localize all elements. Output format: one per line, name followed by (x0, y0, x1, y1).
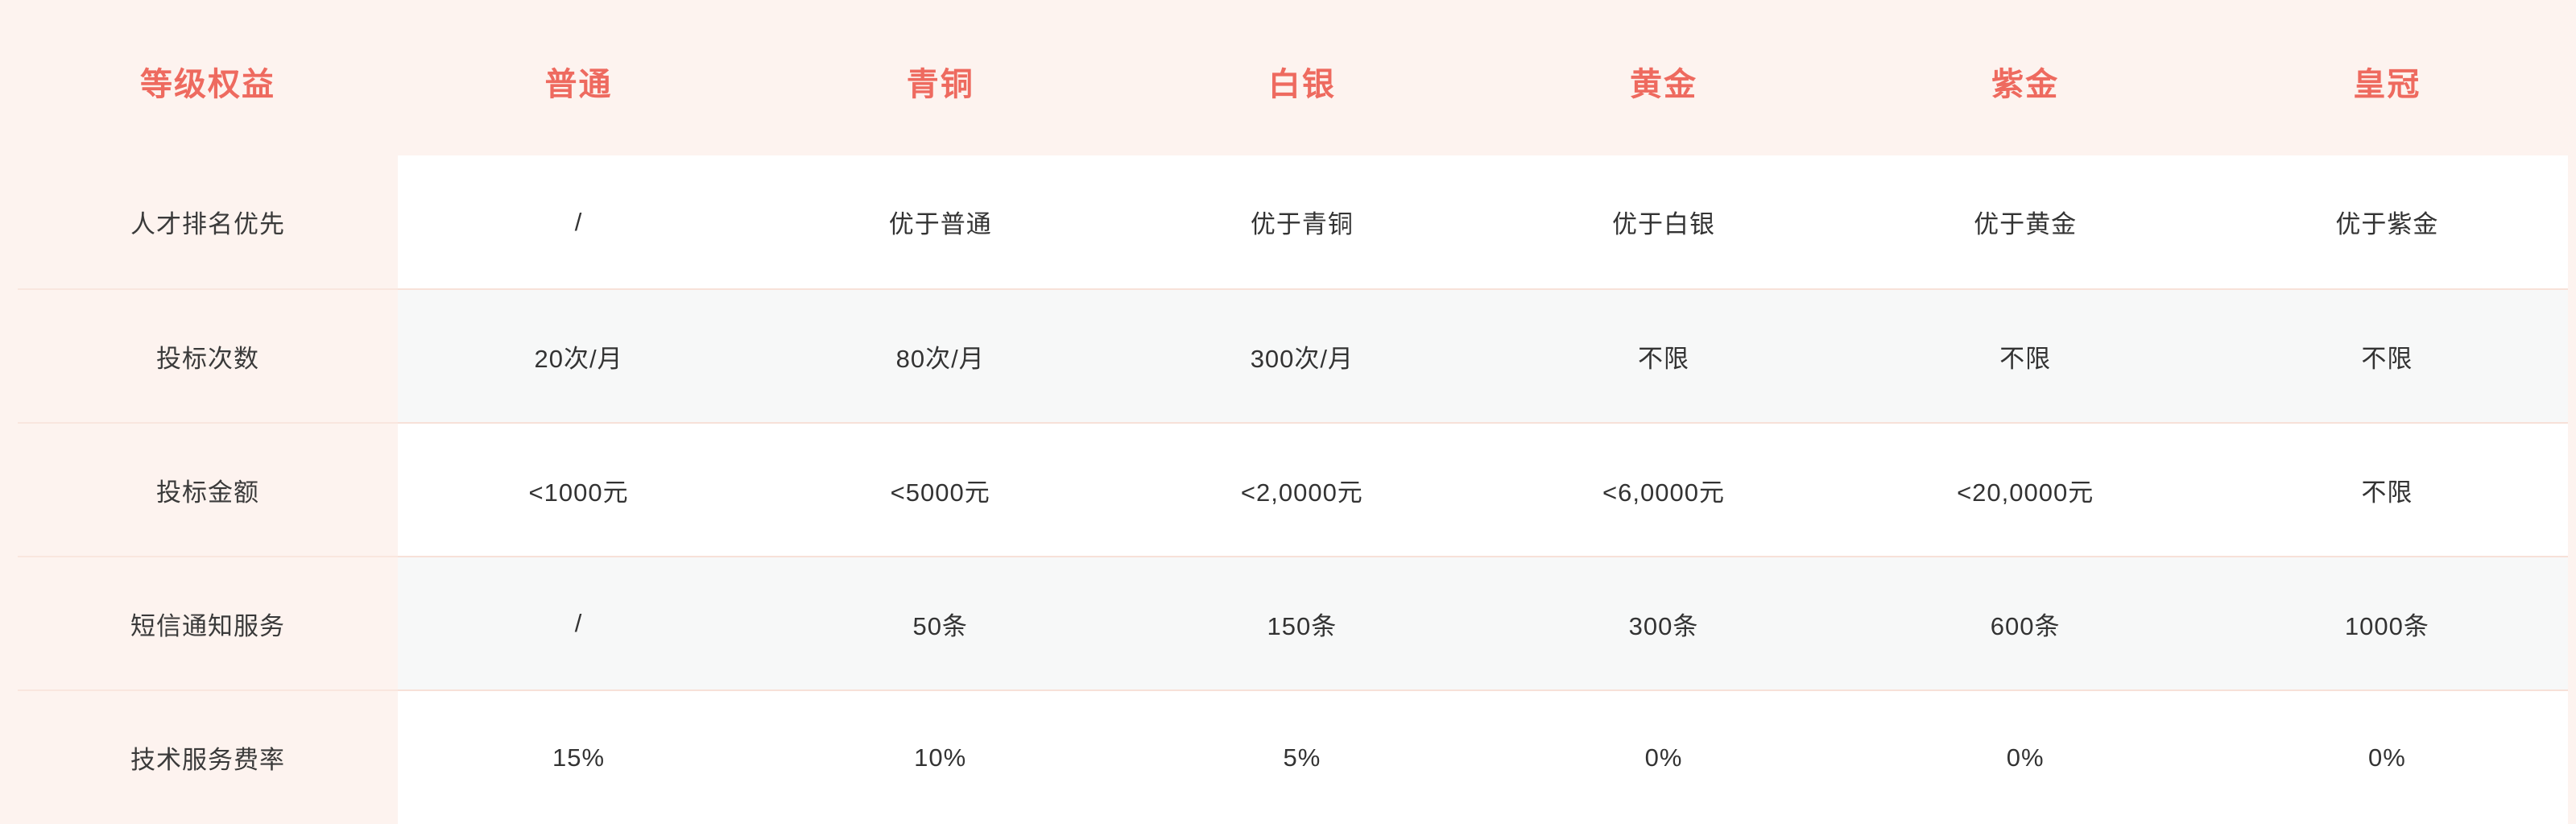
table-row: 人才排名优先 / 优于普通 优于青铜 优于白银 优于黄金 优于紫金 (18, 155, 2568, 289)
cell-purple-gold: 不限 (1844, 288, 2206, 423)
row-label: 人才排名优先 (18, 155, 398, 289)
cell-normal: / (397, 155, 760, 289)
cell-bronze: 80次/月 (759, 288, 1122, 423)
cell-purple-gold: 600条 (1844, 556, 2206, 690)
table-header: 等级权益 普通 青铜 白银 黄金 紫金 皇冠 (18, 6, 2568, 155)
cell-normal: 15% (397, 689, 760, 824)
cell-normal: <1000元 (397, 422, 760, 557)
table-row: 投标金额 <1000元 <5000元 <2,0000元 <6,0000元 <20… (18, 422, 2568, 557)
table-header-row: 等级权益 普通 青铜 白银 黄金 紫金 皇冠 (18, 6, 2568, 155)
row-label: 投标次数 (18, 288, 398, 423)
cell-gold: 0% (1482, 689, 1845, 824)
column-header-bronze: 青铜 (759, 6, 1122, 155)
cell-silver: 300次/月 (1121, 288, 1483, 423)
table-row: 投标次数 20次/月 80次/月 300次/月 不限 不限 不限 (18, 288, 2568, 423)
cell-bronze: 50条 (759, 556, 1122, 690)
cell-crown: 不限 (2206, 422, 2568, 557)
column-header-crown: 皇冠 (2206, 6, 2568, 155)
cell-gold: <6,0000元 (1482, 422, 1845, 557)
cell-normal: 20次/月 (397, 288, 760, 423)
cell-crown: 1000条 (2206, 556, 2568, 690)
cell-silver: <2,0000元 (1121, 422, 1483, 557)
table-body: 人才排名优先 / 优于普通 优于青铜 优于白银 优于黄金 优于紫金 投标次数 2… (18, 155, 2568, 824)
cell-gold: 优于白银 (1482, 155, 1845, 289)
column-header-benefit: 等级权益 (18, 6, 398, 155)
cell-crown: 不限 (2206, 288, 2568, 423)
cell-normal: / (397, 556, 760, 690)
column-header-normal: 普通 (397, 6, 760, 155)
column-header-purple-gold: 紫金 (1844, 6, 2206, 155)
cell-bronze: 10% (759, 689, 1122, 824)
table-row: 技术服务费率 15% 10% 5% 0% 0% 0% (18, 689, 2568, 824)
column-header-silver: 白银 (1121, 6, 1483, 155)
cell-crown: 0% (2206, 689, 2568, 824)
cell-gold: 不限 (1482, 288, 1845, 423)
row-label: 短信通知服务 (18, 556, 398, 690)
row-label: 技术服务费率 (18, 689, 398, 824)
cell-purple-gold: 0% (1844, 689, 2206, 824)
membership-benefits-table: 等级权益 普通 青铜 白银 黄金 紫金 皇冠 人才排名优先 / 优于普通 优于青… (18, 6, 2568, 824)
cell-purple-gold: 优于黄金 (1844, 155, 2206, 289)
cell-silver: 优于青铜 (1121, 155, 1483, 289)
cell-silver: 150条 (1121, 556, 1483, 690)
cell-purple-gold: <20,0000元 (1844, 422, 2206, 557)
cell-silver: 5% (1121, 689, 1483, 824)
cell-crown: 优于紫金 (2206, 155, 2568, 289)
table-row: 短信通知服务 / 50条 150条 300条 600条 1000条 (18, 556, 2568, 690)
cell-bronze: 优于普通 (759, 155, 1122, 289)
cell-bronze: <5000元 (759, 422, 1122, 557)
row-label: 投标金额 (18, 422, 398, 557)
cell-gold: 300条 (1482, 556, 1845, 690)
column-header-gold: 黄金 (1482, 6, 1845, 155)
